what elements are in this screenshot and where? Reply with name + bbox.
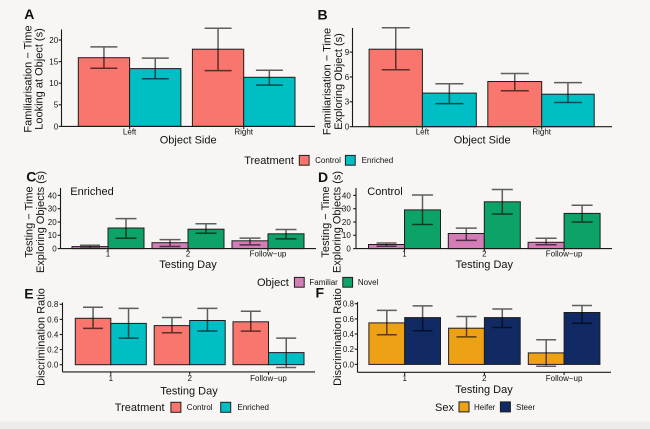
svg-text:Treatment: Treatment [244,155,294,167]
svg-text:Object Side: Object Side [454,135,511,147]
svg-text:15: 15 [49,58,58,67]
svg-text:9: 9 [345,48,350,57]
svg-text:0.6: 0.6 [343,315,355,324]
svg-text:0.2: 0.2 [47,346,59,355]
svg-text:Treatment: Treatment [115,402,165,414]
svg-text:2: 2 [482,374,487,383]
svg-text:Exploring Objects (s): Exploring Objects (s) [35,171,47,273]
svg-text:Exploring Object (s): Exploring Object (s) [333,33,345,130]
svg-text:Familiar: Familiar [309,278,338,287]
svg-text:Looking at Object (s): Looking at Object (s) [33,28,45,130]
svg-text:Left: Left [416,128,430,137]
svg-text:0.6: 0.6 [47,315,59,324]
svg-text:Left: Left [123,128,137,137]
svg-text:20: 20 [48,218,57,227]
svg-text:Enriched: Enriched [362,156,394,165]
svg-text:Discrimination Ratio: Discrimination Ratio [36,288,48,386]
svg-text:2: 2 [187,374,192,383]
svg-text:Testing − Time: Testing − Time [320,186,332,257]
svg-text:2: 2 [482,250,487,259]
svg-text:Enriched: Enriched [237,403,269,412]
svg-text:E: E [24,285,33,301]
svg-text:30: 30 [48,205,57,214]
svg-text:0.8: 0.8 [343,300,355,309]
svg-text:D: D [318,169,328,185]
svg-text:10: 10 [48,231,57,240]
svg-text:Enriched: Enriched [70,186,113,198]
svg-text:Testing − Time: Testing − Time [24,186,36,257]
svg-text:Follow−up: Follow−up [546,374,583,383]
svg-text:40: 40 [48,191,57,200]
svg-text:0: 0 [54,122,59,131]
svg-text:Follow−up: Follow−up [250,250,287,259]
svg-text:5: 5 [54,101,59,110]
svg-text:Right: Right [234,128,253,137]
svg-text:Follow−up: Follow−up [250,374,287,383]
svg-text:20: 20 [342,218,351,227]
svg-text:6: 6 [345,73,350,82]
svg-text:Control: Control [187,403,213,412]
svg-text:Discrimination Ratio: Discrimination Ratio [332,288,344,386]
svg-text:Testing Day: Testing Day [455,384,513,396]
svg-text:1: 1 [402,250,407,259]
svg-text:0.2: 0.2 [343,345,355,354]
svg-text:Sex: Sex [435,402,454,414]
svg-text:0: 0 [346,245,351,254]
svg-text:Familiarisation − Time: Familiarisation − Time [322,28,334,135]
svg-text:Familiarisation − Time: Familiarisation − Time [23,25,35,132]
svg-text:1: 1 [109,374,114,383]
svg-text:Object Side: Object Side [160,135,217,147]
svg-text:Right: Right [532,128,551,137]
svg-text:0.0: 0.0 [47,361,59,370]
svg-text:0.0: 0.0 [343,360,355,369]
svg-text:0: 0 [52,245,57,254]
svg-text:10: 10 [49,79,58,88]
svg-text:0.4: 0.4 [47,330,59,339]
svg-text:Novel: Novel [358,278,379,287]
svg-text:F: F [316,285,325,301]
svg-text:Control: Control [315,156,341,165]
svg-text:A: A [24,6,34,22]
svg-text:0.4: 0.4 [343,330,355,339]
svg-text:20: 20 [49,36,58,45]
svg-text:Testing Day: Testing Day [160,385,218,397]
svg-text:Testing Day: Testing Day [456,259,514,271]
svg-text:0.8: 0.8 [47,300,59,309]
svg-text:B: B [318,6,328,22]
svg-text:Follow−up: Follow−up [546,250,583,259]
svg-text:40: 40 [342,191,351,200]
svg-text:30: 30 [342,205,351,214]
svg-text:Heifer: Heifer [474,403,496,412]
svg-text:2: 2 [186,250,191,259]
svg-text:Object: Object [257,277,289,289]
svg-text:0: 0 [345,123,350,132]
svg-text:10: 10 [342,231,351,240]
svg-text:C: C [26,168,36,184]
svg-text:1: 1 [106,250,111,259]
svg-text:Exploring Objects (s): Exploring Objects (s) [332,171,344,273]
svg-text:Control: Control [367,186,402,198]
svg-text:1: 1 [402,374,407,383]
svg-text:3: 3 [345,98,350,107]
svg-text:Testing Day: Testing Day [159,259,217,271]
svg-text:Steer: Steer [516,403,535,412]
